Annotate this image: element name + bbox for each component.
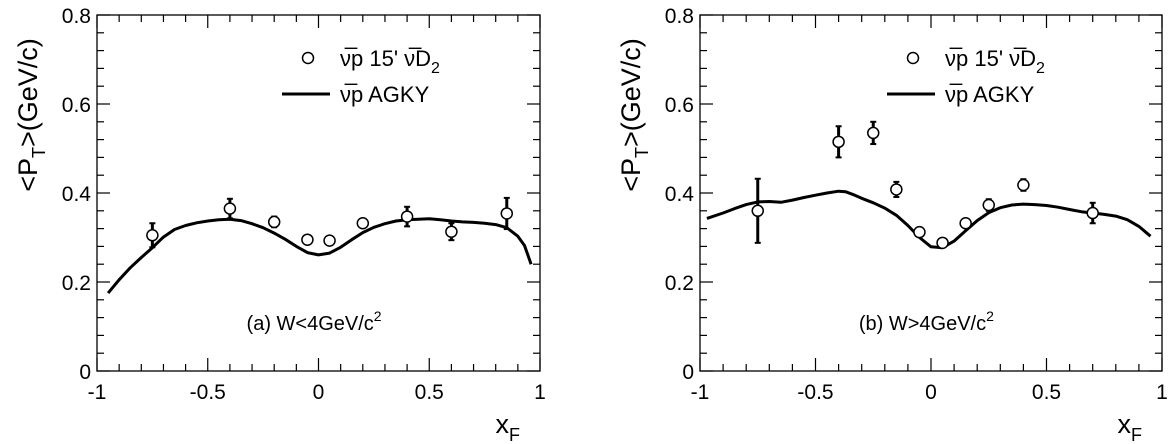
panel-b-data-point — [936, 236, 949, 250]
panel-b-x-tick-label: 0.5 — [1032, 381, 1061, 404]
panel-b-legend-label-points: ν̅p 15' ν̅D2 — [945, 46, 1045, 77]
panel-b-agky-curve — [706, 189, 1152, 250]
panel-a-legend-label-line: ν̅p AGKY — [340, 82, 430, 107]
panel-a-data-point — [301, 233, 314, 246]
panel-b-data-point — [832, 135, 845, 149]
panel-a-x-axis-title: xF — [496, 409, 521, 444]
panel-a-legend-marker-points — [301, 51, 315, 65]
panel-a-data-point — [356, 217, 370, 230]
panel-b-x-tick-label: -1 — [691, 381, 710, 404]
panel-a-annotation-sup: 2 — [374, 308, 382, 324]
panel-b-data-point — [959, 217, 972, 230]
panel-a-y-tick-label: 0.8 — [62, 5, 91, 28]
panel-b-x-tick-label: 0 — [925, 381, 937, 404]
panel-a-data-point — [323, 234, 336, 247]
panel-b-x-axis-title-sub: F — [1131, 425, 1142, 444]
panel-a: -1 -0.5 0 0.5 1 0 0.2 0.4 0.6 0.8 xF <PT>(GeV/c) ν̅p… — [13, 5, 546, 444]
panel-b-y-tick-label: 0.6 — [665, 94, 694, 117]
panel-a-x-tick-label: -0.5 — [190, 381, 226, 404]
panel-a-x-tick-label: -1 — [88, 381, 107, 404]
panel-b-annotation-sup: 2 — [986, 308, 994, 324]
panel-a-y-tick-label: 0.2 — [62, 272, 91, 295]
panel-a-annotation: (a) W<4GeV/c2 — [247, 308, 382, 335]
panel-a-data-point — [223, 202, 237, 215]
panel-a-data-point — [146, 229, 159, 242]
panel-b-y-axis-title-rest: >(GeV/c) — [616, 38, 646, 147]
panel-a-y-axis-title: <PT>(GeV/c) — [13, 38, 49, 192]
panel-a-y-tick-label: 0 — [79, 361, 91, 384]
panel-b-data-point — [890, 183, 903, 196]
panel-a-agky-curve — [106, 217, 533, 295]
panel-a-y-tick-label: 0.4 — [62, 183, 92, 206]
panel-b-data-point — [1017, 178, 1030, 192]
panel-a-data-point — [267, 215, 281, 229]
panel-b-legend-label-line: ν̅p AGKY — [945, 82, 1035, 107]
panel-b-data-point — [913, 225, 926, 239]
panel-b-x-tick-label: -0.5 — [797, 381, 833, 404]
panel-a-legend-label-points: ν̅p 15' ν̅D2 — [340, 46, 440, 77]
panel-a-y-axis-title-rest: >(GeV/c) — [13, 38, 43, 147]
panel-a-legend: ν̅p 15' ν̅D2 ν̅p AGKY — [282, 46, 440, 107]
panel-b-y-tick-label: 0.2 — [665, 272, 694, 295]
panel-b-data-point — [867, 126, 880, 140]
panel-b-y-tick-label: 0 — [682, 361, 694, 384]
panel-a-data-point — [445, 225, 458, 238]
panel-b-x-axis-title: xF — [1118, 409, 1143, 444]
panel-a-data-point — [500, 207, 514, 220]
panel-a-legend-label-points-sub: 2 — [431, 60, 440, 77]
panel-b-data-point — [982, 198, 995, 212]
panel-a-y-tick-label: 0.6 — [62, 94, 91, 117]
panel-a-x-tick-label: 0.5 — [415, 381, 444, 404]
panel-b-annotation: (b) W>4GeV/c2 — [859, 308, 994, 335]
panel-b-data-point — [751, 204, 764, 218]
panel-b-y-tick-label: 0.8 — [665, 5, 694, 28]
panel-b-x-tick-label: 1 — [1156, 381, 1168, 404]
panel-b: -1 -0.5 0 0.5 1 0 0.2 0.4 0.6 0.8 xF <PT>(GeV/c) ν̅p… — [616, 5, 1168, 444]
panel-b-y-axis-title: <PT>(GeV/c) — [616, 38, 652, 192]
panel-b-y-tick-label: 0.4 — [665, 183, 695, 206]
panel-b-legend-label-points-sub: 2 — [1036, 60, 1045, 77]
panel-b-data-point — [1086, 206, 1099, 220]
panel-a-x-axis-title-sub: F — [509, 425, 520, 444]
panel-a-x-tick-label: 1 — [534, 381, 546, 404]
panel-b-legend-marker-points — [906, 51, 920, 65]
panel-b-y-axis-title-sub: T — [632, 147, 652, 158]
panel-a-data-point — [400, 210, 414, 223]
panel-b-legend: ν̅p 15' ν̅D2 ν̅p AGKY — [887, 46, 1045, 107]
panel-a-x-tick-label: 0 — [313, 381, 325, 404]
panel-a-y-axis-title-sub: T — [29, 147, 49, 158]
